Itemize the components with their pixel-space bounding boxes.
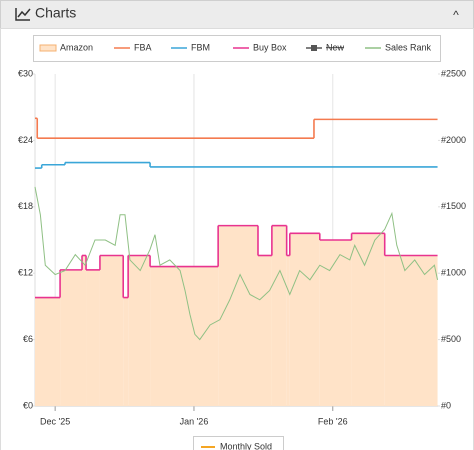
y-tick-label: €0 [23,400,33,410]
area-step [123,297,129,406]
y2-tick-label: #2000 [441,135,466,145]
header-bar[interactable] [0,0,474,29]
legend-label: Sales Rank [385,42,432,52]
area-step [289,233,320,406]
y-tick-label: €24 [18,135,33,145]
y-tick-label: €6 [23,334,33,344]
area-step [286,255,290,406]
legend-label: New [326,42,345,52]
area-step [128,255,151,406]
area-step [60,269,83,406]
y2-tick-label: #0 [441,400,451,410]
collapse-toggle[interactable]: ^ [453,8,459,22]
area-step [82,255,87,406]
legend: Amazon FBA FBM Buy Box New Sales Rank [39,42,432,52]
legend-label: FBM [191,42,210,52]
bottom-legend-label: Monthly Sold [220,441,272,450]
x-tick-label: Dec '25 [40,416,70,426]
legend-item[interactable]: FBA [114,42,152,52]
header-title: Charts [35,5,76,21]
y-tick-label: €30 [18,68,33,78]
bottom-legend-box [193,436,284,450]
legend-item[interactable]: Sales Rank [365,42,432,52]
legend-marker [311,45,317,51]
legend-label: FBA [134,42,152,52]
y2-tick-label: #2500 [441,68,466,78]
legend-item[interactable]: New [306,42,345,52]
plot: Dec '25 Jan '26 Feb '26 €0 €6 €12 €18 €24 €30 #0 #… [18,68,466,426]
series-line [34,186,439,341]
legend-item[interactable]: Amazon [39,42,93,52]
y2-tick-label: #1000 [441,268,466,278]
area-step [35,297,61,406]
area-step [271,225,287,406]
y2-tick-label: #500 [441,334,461,344]
legend-swatch [39,44,57,52]
y-tick-label: €12 [18,268,33,278]
area-step [351,233,385,406]
x-tick-label: Jan '26 [180,416,209,426]
area-step [257,255,272,406]
area-step [384,255,438,406]
y-tick-label: €18 [18,201,33,211]
area-step [150,266,219,406]
legend-label: Buy Box [253,42,287,52]
legend-label: Amazon [60,42,93,52]
area-step [218,225,258,406]
area-step [86,269,100,406]
area-step [99,255,124,406]
area-step [319,240,352,406]
legend-item[interactable]: Buy Box [233,42,287,52]
x-tick-label: Feb '26 [318,416,348,426]
legend-item[interactable]: FBM [171,42,210,52]
y2-tick-label: #1500 [441,201,466,211]
chart-icon [15,8,31,21]
